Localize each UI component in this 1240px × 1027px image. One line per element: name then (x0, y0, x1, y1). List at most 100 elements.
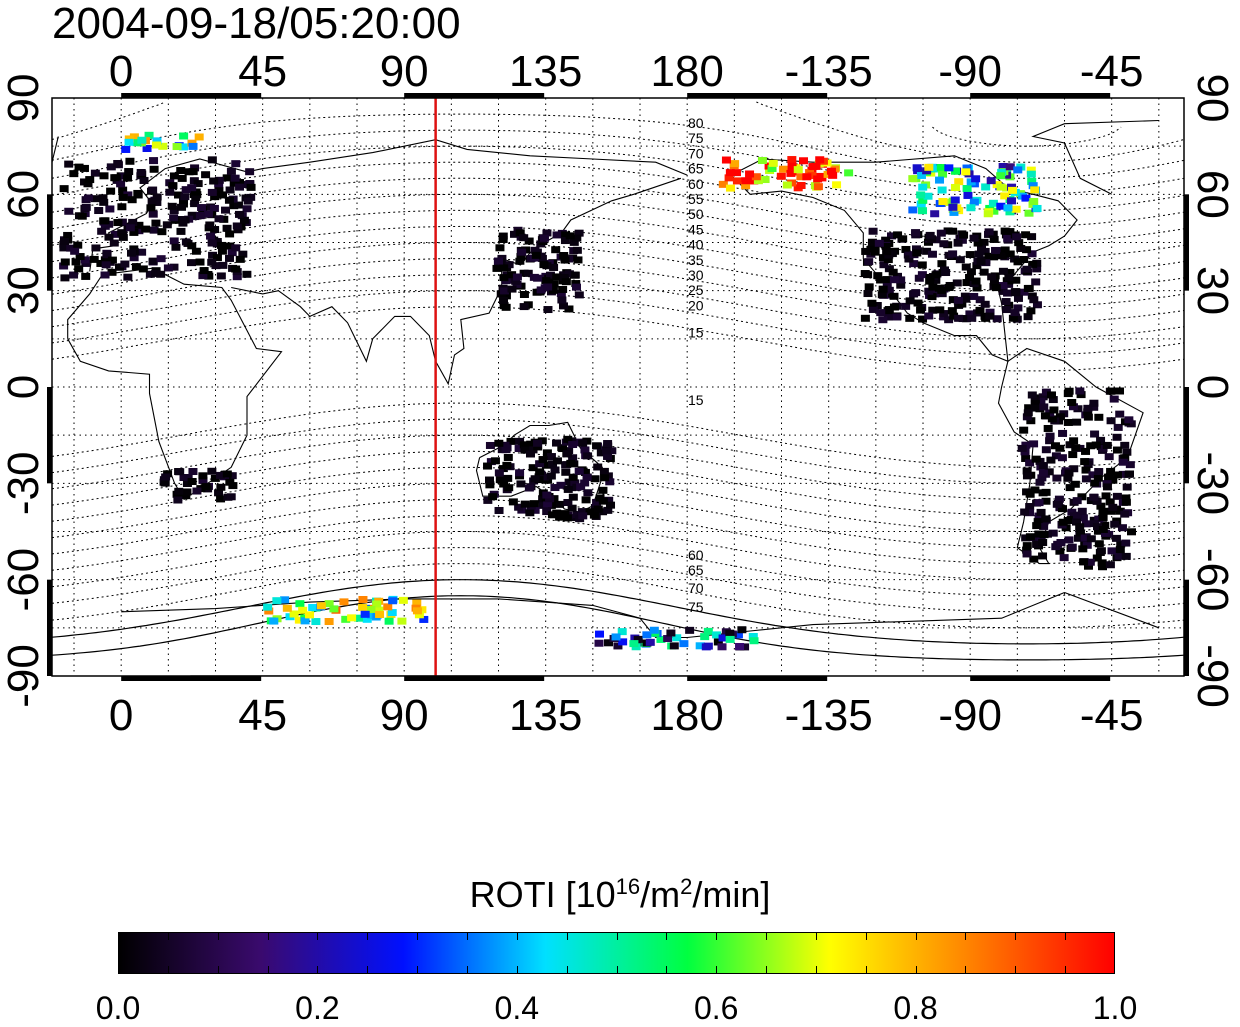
roti-cell (1072, 418, 1082, 426)
roti-cell (563, 485, 573, 493)
roti-cell (74, 265, 84, 273)
roti-cell (996, 183, 1006, 191)
roti-cell (870, 248, 880, 256)
roti-cell (971, 175, 981, 183)
roti-cell (190, 164, 200, 172)
roti-cell (207, 188, 217, 196)
top-lon-label: 180 (650, 47, 723, 96)
roti-cell (528, 464, 538, 472)
roti-cell (595, 630, 605, 638)
roti-cell (186, 259, 196, 267)
roti-cell (1008, 186, 1018, 194)
roti-cell (243, 197, 253, 205)
roti-cell (519, 441, 529, 449)
roti-cell (1057, 505, 1067, 513)
roti-cell (1028, 182, 1038, 190)
colorbar-tick-label: 0.0 (95, 990, 141, 1026)
roti-cell (934, 284, 944, 292)
roti-cell (980, 300, 990, 308)
roti-cell (558, 302, 568, 310)
roti-cell (485, 441, 495, 449)
roti-cell (878, 316, 888, 324)
roti-cell (997, 252, 1007, 260)
roti-cell (1000, 246, 1010, 254)
roti-cell (504, 484, 514, 492)
roti-cell (573, 256, 583, 264)
contour-label: 80 (688, 115, 704, 131)
roti-cell (1054, 495, 1064, 503)
roti-cell (925, 273, 935, 281)
roti-cell (347, 614, 357, 622)
roti-cell (191, 188, 201, 196)
roti-cell (786, 169, 796, 177)
roti-cell (598, 497, 608, 505)
roti-cell (1076, 391, 1086, 399)
roti-cell (195, 258, 205, 266)
roti-cell (603, 506, 613, 514)
roti-cell (617, 628, 627, 636)
roti-cell (222, 470, 232, 478)
mag-lat-contour (52, 402, 1184, 468)
roti-cell (565, 232, 575, 240)
plot-border (51, 97, 1185, 677)
roti-cell (1017, 444, 1027, 452)
roti-cell (922, 247, 932, 255)
roti-cell (1081, 520, 1091, 528)
roti-cell (916, 306, 926, 314)
roti-cell (100, 256, 110, 264)
roti-cell (1114, 552, 1124, 560)
top-lon-label: 0 (109, 47, 133, 96)
roti-cell (1121, 552, 1131, 560)
roti-cell (525, 450, 535, 458)
roti-cell (787, 162, 797, 170)
roti-cell (127, 196, 137, 204)
roti-cell (149, 226, 159, 234)
roti-cell (592, 498, 602, 506)
roti-cell (1046, 391, 1056, 399)
roti-cell (883, 256, 893, 264)
roti-cell (503, 474, 513, 482)
colorbar-tick-label: 0.2 (295, 990, 340, 1026)
roti-cell (555, 500, 565, 508)
roti-cell (1030, 186, 1040, 194)
roti-cell (485, 481, 495, 489)
roti-cell (1094, 468, 1104, 476)
roti-cell (828, 171, 838, 179)
roti-cell (1032, 265, 1042, 273)
roti-cell (656, 635, 666, 643)
roti-cell (1036, 397, 1046, 405)
right-lat-label: -30 (1188, 452, 1237, 516)
roti-cell (107, 268, 117, 276)
roti-cell (225, 230, 235, 238)
roti-cell (918, 315, 928, 323)
roti-cell (1122, 448, 1132, 456)
roti-cell (1023, 284, 1033, 292)
roti-cell (187, 242, 197, 250)
roti-cell (561, 468, 571, 476)
roti-cell (1048, 529, 1058, 537)
roti-cell (138, 265, 148, 273)
roti-cell (965, 310, 975, 318)
roti-cell (294, 616, 304, 624)
roti-cell (863, 271, 873, 279)
roti-cell (1126, 420, 1136, 428)
roti-cell (1005, 163, 1015, 171)
roti-cell (225, 186, 235, 194)
roti-cell (525, 509, 535, 517)
roti-cell (725, 169, 735, 177)
roti-cell (1031, 278, 1041, 286)
roti-cell (1023, 313, 1033, 321)
left-lat-label: -90 (0, 644, 48, 708)
roti-cell (961, 263, 971, 271)
roti-cell (206, 232, 216, 240)
roti-cell (663, 635, 673, 643)
roti-cell (208, 251, 218, 259)
roti-cell (1031, 455, 1041, 463)
roti-cell (568, 441, 578, 449)
roti-cell (725, 629, 735, 637)
roti-cell (892, 313, 902, 321)
roti-cell (916, 171, 926, 179)
roti-cell (538, 456, 548, 464)
roti-cell (578, 512, 588, 520)
